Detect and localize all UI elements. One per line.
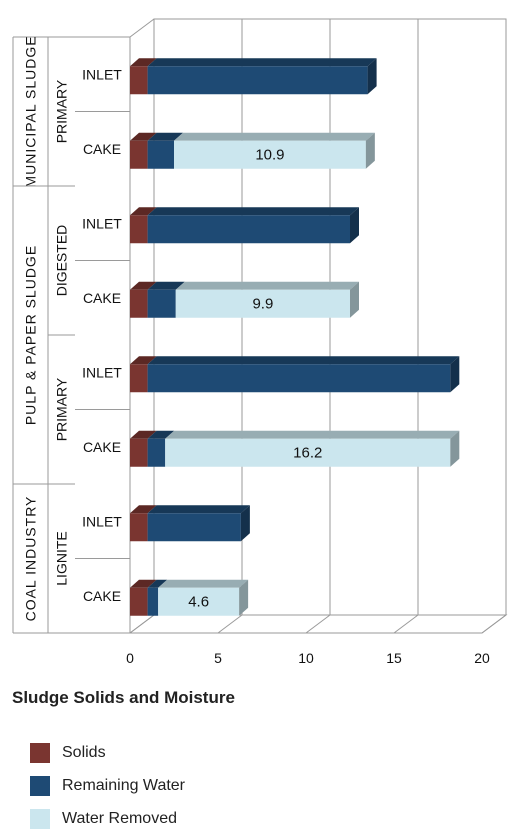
bar-top-solids — [130, 281, 157, 290]
bar-top-water-removed — [174, 132, 375, 141]
bar-side — [450, 356, 460, 393]
row-label: CAKE — [83, 439, 121, 455]
bar-segment-solids — [130, 140, 148, 169]
bar-top-remaining-water — [147, 505, 250, 514]
bar-segment-solids — [130, 289, 148, 318]
legend: Solids Remaining Water Water Removed — [30, 736, 185, 835]
bar-top-remaining-water — [147, 579, 168, 588]
bar-side — [365, 132, 375, 169]
bar-segment-solids — [130, 513, 148, 542]
bar-top-water-removed — [165, 430, 460, 439]
sludge-chart: 0 5 10 15 20 MUNICIPAL SLUDGE PULP & PAPER SLU… — [12, 18, 508, 666]
bar-segment-solids — [130, 364, 148, 393]
gridline-floor — [481, 614, 507, 634]
legend-label-solids: Solids — [62, 743, 106, 761]
industry-label: MUNICIPAL SLUDGE — [23, 35, 39, 187]
legend-item-remaining-water: Remaining Water — [30, 769, 185, 802]
bar-top-remaining-water — [147, 207, 359, 216]
bar-side — [350, 281, 359, 318]
industry-label: COAL INDUSTRY — [23, 496, 39, 622]
bar-segment-water-removed — [158, 587, 240, 616]
bar-segment-remaining-water — [147, 66, 368, 95]
bar-top-solids — [130, 132, 157, 141]
chart-depth-edge — [129, 18, 155, 38]
sludge-type-label: LIGNITE — [54, 531, 70, 585]
legend-label-water-removed: Water Removed — [62, 809, 177, 827]
bar-top-remaining-water — [147, 430, 175, 439]
legend-swatch-water-removed — [30, 808, 50, 829]
bar-top-solids — [130, 207, 157, 216]
bar-side — [450, 430, 460, 467]
legend-swatch-remaining-water — [30, 775, 50, 796]
row-label: INLET — [82, 66, 122, 82]
bar-segment-remaining-water — [147, 587, 159, 616]
data-label: 16.2 — [293, 444, 322, 461]
row-label: INLET — [82, 364, 122, 380]
bar-top-solids — [130, 356, 157, 365]
row-label: CAKE — [83, 588, 121, 604]
data-label: 10.9 — [255, 146, 284, 163]
sludge-type-label: DIGESTED — [54, 225, 70, 297]
bar-segment-remaining-water — [147, 513, 241, 542]
bar-top-solids — [130, 58, 157, 67]
industry-label: PULP & PAPER SLUDGE — [23, 245, 39, 425]
bar-top-remaining-water — [147, 58, 377, 67]
x-tick-label: 10 — [298, 650, 314, 666]
legend-label-remaining-water: Remaining Water — [62, 776, 186, 794]
bar-segment-remaining-water — [147, 289, 176, 318]
bar-segment-water-removed — [175, 289, 350, 318]
data-label: 9.9 — [252, 295, 273, 312]
bar-top-solids — [130, 579, 157, 588]
bar-side — [239, 579, 249, 616]
row-label: CAKE — [83, 290, 121, 306]
row-label: INLET — [82, 215, 122, 231]
sludge-type-label: PRIMARY — [54, 79, 70, 143]
bar-top-solids — [130, 430, 157, 439]
bar-segment-solids — [130, 215, 148, 244]
bar-segment-water-removed — [174, 140, 366, 169]
bar-segment-solids — [130, 587, 148, 616]
chart-title: Sludge Solids and Moisture — [12, 688, 235, 707]
bar-segment-water-removed — [165, 438, 451, 467]
bar-segment-remaining-water — [147, 438, 166, 467]
legend-item-solids: Solids — [30, 736, 185, 769]
bar-top-water-removed — [158, 579, 249, 588]
bar-top-solids — [130, 505, 157, 514]
bar-side — [367, 58, 377, 95]
gridline-floor — [217, 614, 243, 634]
bar-top-water-removed — [175, 281, 359, 290]
sludge-type-label: PRIMARY — [54, 377, 70, 441]
bar-side — [240, 505, 250, 542]
x-tick-label: 20 — [474, 650, 490, 666]
bar-top-remaining-water — [147, 356, 460, 365]
gridline-floor — [305, 614, 331, 634]
bar-top-remaining-water — [147, 132, 183, 141]
gridline-floor — [129, 614, 155, 634]
row-label: INLET — [82, 513, 122, 529]
row-label: CAKE — [83, 141, 121, 157]
legend-item-water-removed: Water Removed — [30, 802, 185, 835]
bar-top-remaining-water — [147, 281, 185, 290]
bar-side — [350, 207, 359, 244]
bar-segment-remaining-water — [147, 364, 451, 393]
x-tick-label: 0 — [126, 650, 134, 666]
gridline-floor — [393, 614, 419, 634]
bar-segment-remaining-water — [147, 140, 174, 169]
x-tick-label: 15 — [386, 650, 402, 666]
x-tick-label: 5 — [214, 650, 222, 666]
legend-swatch-solids — [30, 742, 50, 763]
bar-segment-solids — [130, 438, 148, 467]
data-label: 4.6 — [188, 593, 209, 610]
bar-segment-remaining-water — [147, 215, 350, 244]
bar-segment-solids — [130, 66, 148, 95]
